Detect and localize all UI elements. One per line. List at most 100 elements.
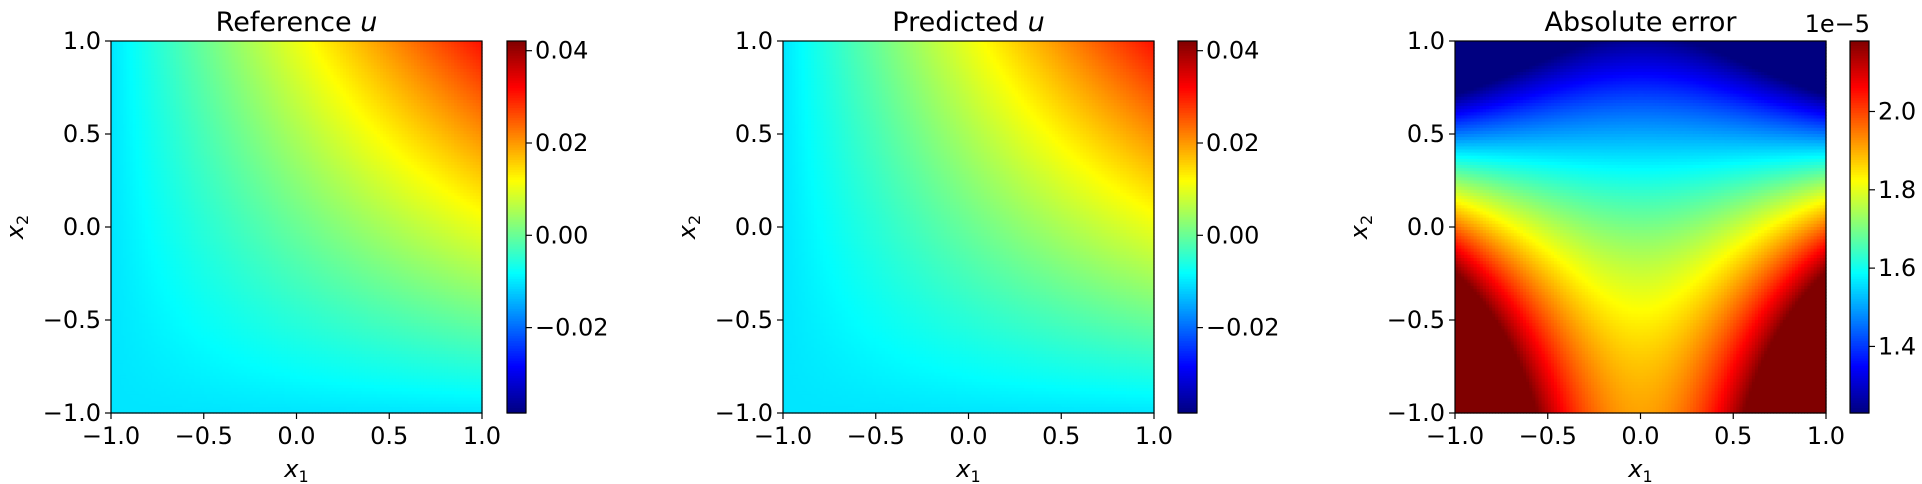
heatmap-cell: [247, 68, 251, 73]
heatmap-cell: [200, 47, 205, 51]
heatmap-cell: [404, 56, 409, 61]
heatmap-cell: [478, 59, 483, 64]
heatmap-cell: [132, 53, 137, 58]
heatmap-cell: [327, 78, 332, 82]
heatmap-cell: [265, 41, 270, 45]
heatmap-cell: [259, 68, 264, 73]
heatmap-cell: [457, 47, 461, 51]
heatmap-cell: [373, 75, 378, 79]
heatmap-cell: [379, 78, 384, 82]
heatmap-cell: [228, 72, 233, 76]
heatmap-cell: [197, 41, 202, 45]
heatmap-cell: [222, 53, 226, 58]
heatmap-cell: [355, 75, 359, 79]
heatmap-cell: [454, 72, 458, 76]
heatmap-cell: [175, 59, 180, 64]
heatmap-cell: [206, 53, 211, 58]
heatmap-cell: [271, 68, 276, 73]
heatmap-cell: [179, 50, 183, 54]
heatmap-cell: [469, 62, 474, 67]
heatmap-cell: [327, 72, 332, 76]
heatmap-cell: [451, 84, 455, 89]
heatmap-cell: [284, 62, 288, 67]
heatmap-cell: [305, 41, 310, 45]
heatmap-cell: [410, 59, 415, 64]
heatmap-cell: [172, 81, 177, 85]
heatmap-cell: [293, 78, 298, 82]
heatmap-cell: [432, 84, 437, 89]
heatmap-cell: [383, 44, 387, 48]
heatmap-cell: [154, 72, 158, 76]
heatmap-cell: [352, 62, 356, 67]
heatmap-cell: [237, 53, 242, 58]
heatmap-cell: [423, 72, 427, 76]
heatmap-cell: [281, 53, 285, 58]
heatmap-cell: [188, 44, 192, 48]
heatmap-cell: [163, 72, 168, 76]
heatmap-cell: [466, 84, 471, 89]
heatmap-cell: [308, 44, 313, 48]
heatmap-cell: [132, 75, 137, 79]
heatmap-cell: [157, 65, 162, 70]
heatmap-cell: [256, 65, 260, 70]
heatmap-cell: [305, 65, 310, 70]
heatmap-cell: [200, 84, 205, 89]
heatmap-cell: [299, 47, 304, 51]
heatmap-cell: [138, 81, 143, 85]
heatmap-cell: [330, 53, 335, 58]
heatmap-cell: [475, 47, 480, 51]
heatmap-cell: [383, 65, 387, 70]
heatmap-cell: [188, 65, 192, 70]
heatmap-cell: [166, 44, 171, 48]
heatmap-cell: [172, 65, 177, 70]
heatmap-cell: [148, 56, 152, 61]
heatmap-cell: [259, 59, 264, 64]
heatmap-cell: [213, 84, 217, 89]
heatmap-cell: [358, 41, 363, 45]
heatmap-cell: [321, 78, 325, 82]
heatmap-cell: [478, 56, 483, 61]
heatmap-cell: [228, 62, 233, 67]
heatmap-cell: [376, 72, 381, 76]
heatmap-cell: [114, 84, 118, 89]
heatmap-cell: [355, 47, 359, 51]
heatmap-cell: [197, 50, 202, 54]
heatmap-cell: [120, 84, 124, 89]
heatmap-cell: [392, 78, 397, 82]
heatmap-cell: [373, 53, 378, 58]
heatmap-cell: [364, 75, 369, 79]
heatmap-cell: [469, 78, 474, 82]
heatmap-cell: [197, 75, 202, 79]
heatmap-cell: [120, 41, 124, 45]
heatmap-cell: [287, 53, 291, 58]
heatmap-cell: [352, 84, 356, 89]
heatmap-cell: [191, 56, 196, 61]
heatmap-cell: [265, 84, 270, 89]
heatmap-cell: [169, 47, 174, 51]
heatmap-cell: [240, 75, 245, 79]
heatmap-cell: [315, 78, 319, 82]
heatmap-cell: [287, 72, 291, 76]
heatmap-cell: [222, 68, 226, 73]
heatmap-cell: [386, 75, 390, 79]
heatmap-cell: [151, 72, 155, 76]
heatmap-cell: [138, 78, 143, 82]
heatmap-cell: [179, 59, 183, 64]
heatmap-cell: [398, 53, 403, 58]
heatmap-cell: [435, 47, 440, 51]
heatmap-cell: [435, 59, 440, 64]
heatmap-cell: [166, 65, 171, 70]
heatmap-cell: [330, 65, 335, 70]
heatmap-cell: [182, 50, 186, 54]
heatmap-cell: [305, 81, 310, 85]
heatmap-cell: [114, 53, 118, 58]
heatmap-cell: [451, 65, 455, 70]
heatmap-cell: [463, 53, 468, 58]
heatmap-cell: [182, 44, 186, 48]
heatmap-cell: [342, 50, 347, 54]
heatmap-cell: [420, 62, 424, 67]
heatmap-cell: [145, 78, 149, 82]
heatmap-cell: [234, 62, 239, 67]
heatmap-cell: [138, 47, 143, 51]
heatmap-cell: [129, 72, 134, 76]
